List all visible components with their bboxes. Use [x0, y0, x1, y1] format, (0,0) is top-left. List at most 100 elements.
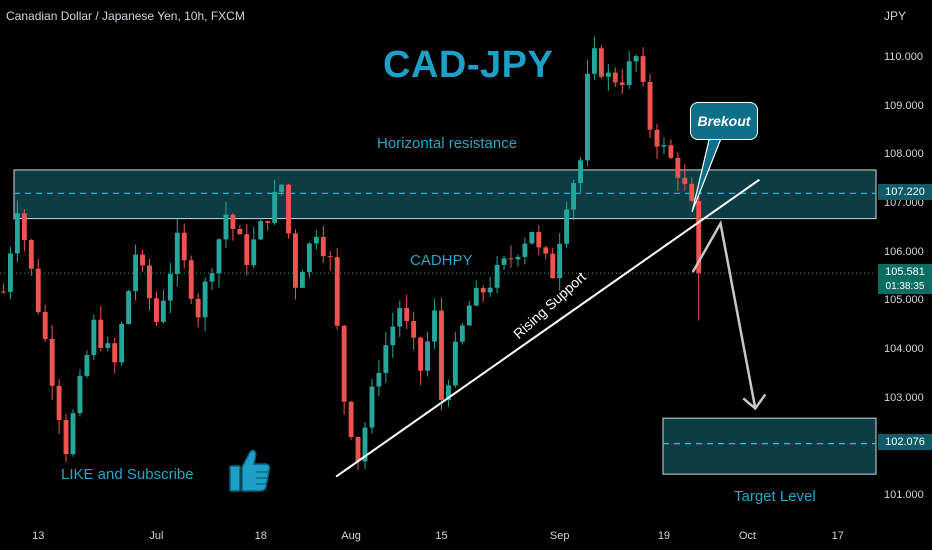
candle	[49, 325, 55, 400]
candle	[112, 337, 118, 374]
candle	[529, 231, 535, 245]
candle	[411, 311, 417, 350]
candle	[237, 225, 243, 235]
candle	[668, 139, 674, 160]
candle	[383, 331, 389, 383]
candle	[147, 259, 152, 311]
candle	[494, 256, 500, 294]
resistance-price-tag: 107.220	[878, 184, 932, 200]
candle	[390, 312, 396, 359]
candle	[536, 225, 542, 256]
candle	[459, 322, 465, 345]
thumbs-up-icon	[228, 446, 272, 494]
candle	[626, 51, 632, 89]
candle	[272, 179, 278, 226]
candle	[14, 200, 20, 263]
x-tick-label: 15	[435, 530, 448, 542]
candle	[439, 297, 444, 411]
resistance-zone	[13, 169, 877, 220]
candle	[279, 183, 285, 196]
x-tick-label: Aug	[341, 530, 361, 542]
candle	[418, 336, 424, 385]
candle	[258, 218, 264, 240]
candle	[286, 183, 291, 239]
like-subscribe-label: LIKE and Subscribe	[61, 466, 194, 483]
x-tick-label: Oct	[738, 530, 756, 542]
last-price-tag: 105.581	[878, 264, 932, 280]
x-tick-label: 17	[831, 530, 844, 542]
candle	[369, 378, 375, 434]
candle	[473, 280, 479, 307]
candle	[188, 255, 194, 305]
horizontal-resistance-label: Horizontal resistance	[377, 135, 518, 152]
x-tick-label: Jul	[149, 530, 164, 542]
target-zone	[662, 417, 877, 475]
candle	[355, 436, 361, 471]
candle	[675, 152, 681, 192]
candle	[341, 324, 347, 415]
countdown-tag: 01:38:35	[878, 280, 932, 294]
candle	[84, 350, 90, 379]
candle	[313, 229, 319, 250]
y-tick-label: 105.000	[884, 294, 924, 307]
candle	[327, 251, 333, 271]
candle	[487, 276, 493, 297]
candle	[501, 255, 507, 270]
candle	[612, 67, 618, 88]
candle	[425, 331, 431, 377]
symbol-header: Canadian Dollar / Japanese Yen, 10h, FXC…	[6, 9, 245, 23]
candle	[571, 179, 577, 221]
candle	[585, 60, 590, 166]
y-tick-label: 109.000	[884, 99, 924, 112]
candle	[306, 242, 312, 278]
currency-label: JPY	[884, 9, 907, 23]
candle	[432, 299, 437, 349]
x-tick-label: 19	[657, 530, 671, 542]
candle	[376, 359, 382, 397]
x-tick-label: 18	[254, 530, 267, 542]
y-tick-label: 103.000	[884, 391, 924, 404]
candle	[362, 422, 368, 470]
candle	[167, 262, 173, 314]
candle	[550, 247, 556, 279]
candle	[293, 229, 298, 300]
candle	[299, 269, 305, 288]
chart-title: CAD-JPY	[383, 44, 554, 86]
y-tick-label: 106.000	[884, 245, 924, 258]
candle	[689, 177, 695, 203]
candle	[181, 223, 187, 269]
candle	[35, 258, 41, 315]
candle	[126, 289, 132, 325]
candle	[591, 36, 597, 80]
candle	[661, 137, 667, 155]
candle	[466, 301, 472, 326]
candle	[605, 63, 611, 91]
candle	[195, 293, 201, 328]
candle	[619, 68, 625, 94]
candle	[640, 47, 646, 87]
candle	[404, 294, 410, 329]
candle	[348, 400, 354, 440]
candle	[251, 226, 257, 269]
candle	[21, 209, 27, 252]
candle	[63, 413, 69, 463]
candle	[445, 380, 451, 407]
candle	[91, 314, 97, 361]
candle	[42, 304, 48, 342]
x-tick-label: 13	[32, 530, 45, 542]
y-tick-label: 107.000	[884, 197, 924, 209]
candle	[7, 246, 13, 300]
candle	[56, 379, 62, 434]
candles-group	[1, 36, 702, 471]
projection-path	[691, 219, 757, 409]
y-tick-label: 104.000	[884, 343, 924, 356]
candle	[244, 223, 250, 276]
candle	[320, 225, 326, 263]
candle	[202, 277, 208, 332]
candle	[140, 249, 145, 272]
target-level-label: Target Level	[734, 488, 816, 505]
candle	[105, 336, 111, 352]
candle	[160, 289, 166, 324]
candle	[452, 332, 458, 388]
